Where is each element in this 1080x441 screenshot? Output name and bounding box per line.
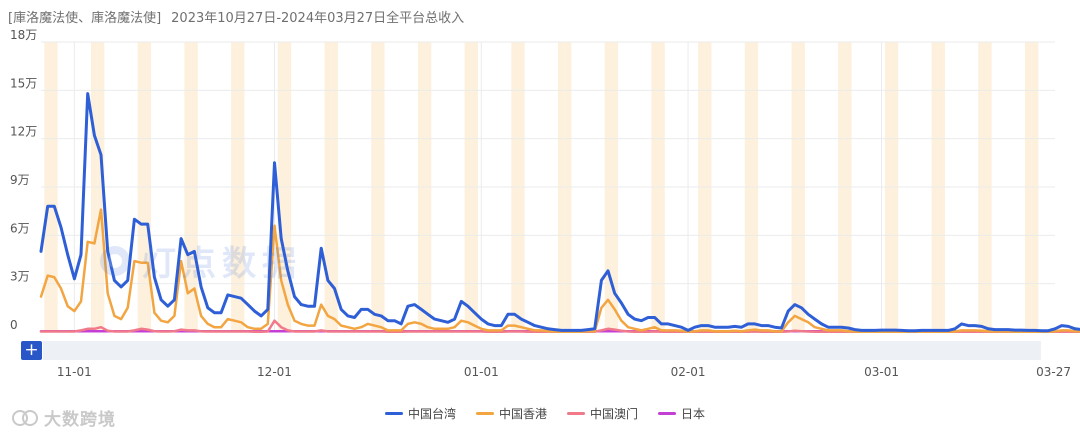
brand-logo-icon: [12, 409, 38, 426]
legend-swatch-taiwan: [385, 412, 403, 415]
y-tick-label: 3万: [10, 270, 30, 284]
watermark-text: 灯点数据: [142, 244, 302, 284]
watermark: 灯点数据: [98, 236, 302, 285]
chart-title: [庫洛魔法使、庫洛魔法使] 2023年10月27日-2024年03月27日全平台总…: [8, 7, 474, 26]
legend-swatch-japan: [658, 412, 677, 415]
y-tick-label: 0: [10, 318, 18, 332]
legend-item-japan[interactable]: 日本: [658, 405, 705, 422]
x-tick-label: 01-01: [464, 365, 499, 379]
chart-legend: 中国台湾 中国香港 中国澳门 日本: [385, 405, 705, 422]
brand-logo: 大数跨境: [12, 405, 116, 430]
chart-title-range: 2023年10月27日-2024年03月27日全平台总收入: [171, 11, 465, 26]
y-tick-label: 15万: [10, 76, 37, 90]
legend-label-taiwan: 中国台湾: [408, 407, 457, 421]
legend-swatch-macau: [567, 412, 586, 415]
y-tick-label: 6万: [10, 221, 30, 235]
legend-item-taiwan[interactable]: 中国台湾: [385, 405, 456, 422]
watermark-logo-icon: [100, 245, 130, 276]
zoom-in-button[interactable]: +: [21, 341, 42, 360]
range-selector-track: [43, 341, 1041, 360]
legend-item-hongkong[interactable]: 中国香港: [476, 405, 547, 422]
y-tick-label: 18万: [10, 28, 37, 42]
legend-label-macau: 中国澳门: [590, 407, 639, 421]
legend-item-macau[interactable]: 中国澳门: [567, 405, 638, 422]
x-tick-label: 11-01: [57, 365, 92, 379]
chart-title-name: [庫洛魔法使、庫洛魔法使]: [8, 11, 162, 26]
y-tick-label: 9万: [10, 173, 30, 187]
series-line-taiwan: [39, 92, 1080, 333]
legend-label-japan: 日本: [681, 407, 706, 421]
legend-label-hongkong: 中国香港: [499, 407, 548, 421]
brand-text: 大数跨境: [44, 410, 116, 430]
x-tick-label: 12-01: [257, 365, 292, 379]
legend-swatch-hongkong: [476, 412, 495, 415]
x-tick-label: 03-27: [1036, 365, 1071, 379]
y-tick-label: 12万: [10, 125, 37, 139]
x-tick-label: 02-01: [671, 365, 706, 379]
x-tick-label: 03-01: [864, 365, 899, 379]
